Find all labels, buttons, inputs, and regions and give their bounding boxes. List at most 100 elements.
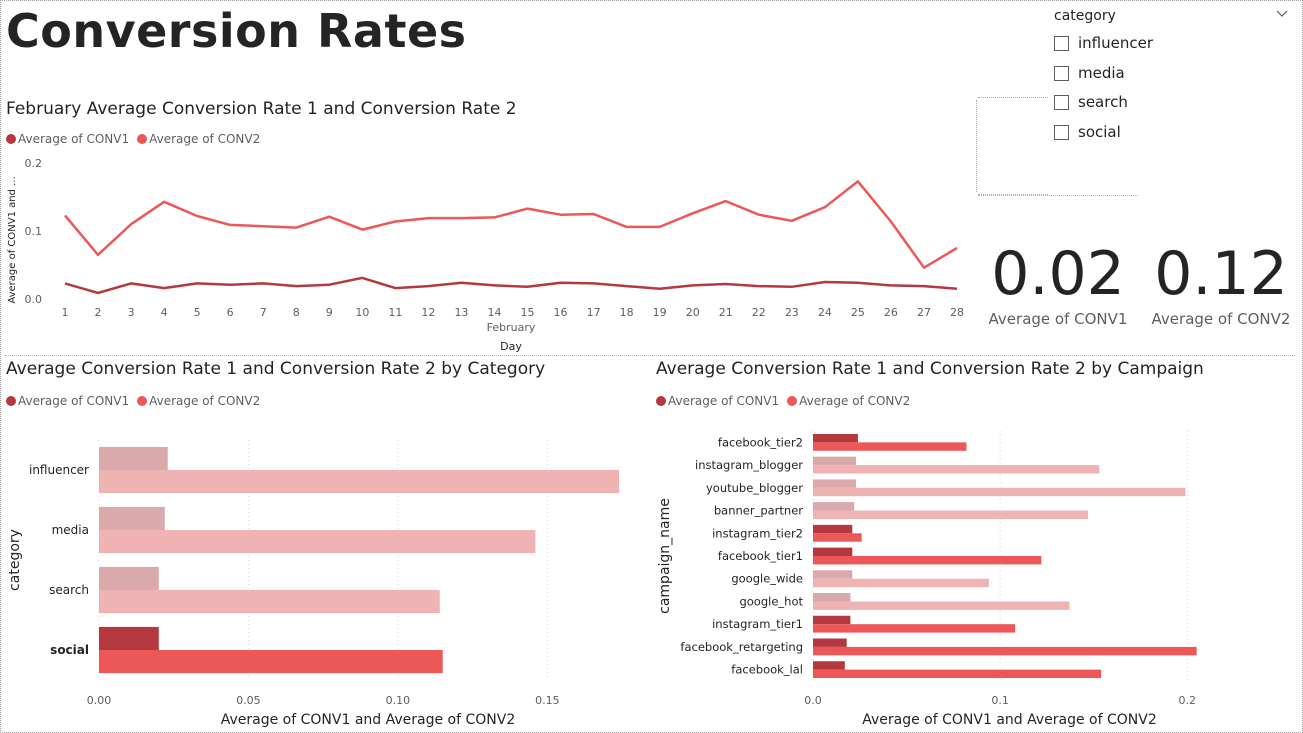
- category-label: facebook_retargeting: [680, 640, 803, 654]
- x-tick-label: 15: [521, 306, 535, 319]
- card-conv2[interactable]: 0.12 Average of CONV2: [1148, 244, 1294, 328]
- conv1-bar: [813, 524, 853, 534]
- chevron-down-icon[interactable]: [1274, 6, 1290, 22]
- visual-border: [978, 194, 1048, 195]
- legend-label: Average of CONV2: [149, 394, 261, 408]
- category-label: google_hot: [739, 594, 803, 608]
- category-chart-legend: Average of CONV1 Average of CONV2: [6, 394, 264, 408]
- conv2-bar: [813, 669, 1102, 679]
- x-tick-label: 28: [950, 306, 964, 319]
- x-axis-label: Average of CONV1 and Average of CONV2: [862, 712, 1157, 728]
- conv2-bar: [813, 601, 1070, 610]
- y-axis-label: campaign_name: [657, 498, 673, 614]
- x-tick-label: 4: [161, 306, 168, 319]
- x-tick-label: 2: [95, 306, 102, 319]
- legend-dot-icon: [137, 396, 148, 406]
- page-title: Conversion Rates: [6, 4, 467, 58]
- legend-dot-icon: [656, 396, 666, 406]
- visual-border: [978, 195, 1138, 196]
- legend-dot-icon: [137, 134, 148, 144]
- y-axis-label: Average of CONV1 and ...: [7, 176, 18, 303]
- conv2-bar: [99, 530, 536, 554]
- x-tick-label: 0.10: [386, 694, 411, 707]
- category-label: banner_partner: [714, 504, 803, 518]
- visual-border: [978, 97, 1048, 98]
- card-conv1[interactable]: 0.02 Average of CONV1: [988, 244, 1128, 328]
- conv2-bar: [813, 487, 1186, 497]
- conv2-bar: [99, 590, 440, 614]
- x-tick-label: 8: [293, 306, 300, 319]
- category-label: facebook_lal: [731, 663, 803, 677]
- conv1-bar: [813, 661, 845, 670]
- slicer-item-media[interactable]: media: [1054, 64, 1125, 82]
- x-tick-label: 3: [128, 306, 135, 319]
- conv1-bar: [99, 446, 168, 470]
- legend-item-conv2[interactable]: Average of CONV2: [787, 394, 910, 408]
- x-tick-label: 0.2: [1179, 694, 1197, 707]
- conv1-bar: [99, 626, 159, 650]
- category-label: facebook_tier2: [718, 435, 803, 449]
- card-value: 0.02: [991, 239, 1125, 309]
- conv1-bar: [813, 615, 851, 625]
- conv1-bar: [813, 433, 858, 443]
- legend-item-conv1[interactable]: Average of CONV1: [656, 394, 779, 408]
- slicer-item-influencer[interactable]: influencer: [1054, 34, 1153, 52]
- category-label: search: [49, 583, 89, 597]
- conv1-bar: [813, 456, 857, 466]
- x-tick-label: 24: [818, 306, 832, 319]
- category-label: influencer: [29, 463, 89, 477]
- conv2-bar: [813, 624, 1016, 633]
- legend-item-conv2[interactable]: Average of CONV2: [137, 394, 260, 408]
- x-group-label: February: [487, 321, 536, 334]
- category-label: media: [52, 523, 89, 537]
- checkbox[interactable]: [1054, 124, 1069, 140]
- legend-item-conv1[interactable]: Average of CONV1: [6, 394, 129, 408]
- x-tick-label: 12: [421, 306, 435, 319]
- slicer-item-social[interactable]: social: [1054, 123, 1121, 141]
- checkbox[interactable]: [1054, 35, 1069, 51]
- conv1-bar: [813, 502, 855, 511]
- x-tick-label: 18: [620, 306, 634, 319]
- x-tick-label: 9: [326, 306, 333, 319]
- slicer-item-label: social: [1078, 123, 1121, 141]
- x-tick-label: 0.05: [236, 694, 261, 707]
- x-tick-label: 25: [851, 306, 865, 319]
- legend-item-conv2[interactable]: Average of CONV2: [137, 132, 260, 146]
- y-tick-label: 0.0: [25, 293, 43, 306]
- slicer-item-label: media: [1078, 64, 1125, 82]
- legend-label: Average of CONV2: [799, 394, 911, 408]
- x-tick-label: 16: [554, 306, 568, 319]
- category-bar-chart[interactable]: 0.00 0.05 0.10 0.15 Average of CONV1 and Ave…: [0, 415, 650, 731]
- category-label: facebook_tier1: [718, 549, 803, 563]
- conv1-bar: [813, 479, 857, 488]
- slicer-item-search[interactable]: search: [1054, 93, 1128, 111]
- x-tick-label: 14: [487, 306, 501, 319]
- conv2-bar: [813, 578, 989, 588]
- x-tick-label: 0.0: [804, 694, 822, 707]
- checkbox[interactable]: [1054, 94, 1069, 110]
- conv1-bar: [813, 593, 851, 602]
- slicer-item-label: influencer: [1078, 34, 1154, 52]
- x-tick-label: 1: [62, 306, 69, 319]
- card-value: 0.12: [1154, 239, 1288, 309]
- checkbox[interactable]: [1054, 65, 1069, 81]
- x-axis-label: Day: [500, 340, 522, 353]
- legend-item-conv1[interactable]: Average of CONV1: [6, 132, 129, 146]
- slicer-item-label: search: [1078, 93, 1128, 111]
- campaign-bar-chart[interactable]: 0.0 0.1 0.2 Average of CONV1 and Average of…: [650, 415, 1300, 731]
- x-tick-label: 11: [388, 306, 402, 319]
- legend-label: Average of CONV2: [149, 132, 261, 146]
- campaign-chart-legend: Average of CONV1 Average of CONV2: [656, 394, 914, 408]
- conv1-bar: [813, 638, 847, 647]
- y-axis-label: category: [7, 529, 23, 591]
- legend-dot-icon: [6, 396, 16, 406]
- legend-dot-icon: [6, 134, 16, 144]
- x-tick-label: 22: [752, 306, 766, 319]
- conv2-bar: [813, 465, 1100, 474]
- slicer-header: category: [1054, 8, 1116, 24]
- x-tick-label: 20: [686, 306, 700, 319]
- category-slicer[interactable]: category influencer media search social: [1048, 4, 1298, 144]
- x-tick-label: 21: [719, 306, 733, 319]
- conv2-bar: [813, 533, 862, 542]
